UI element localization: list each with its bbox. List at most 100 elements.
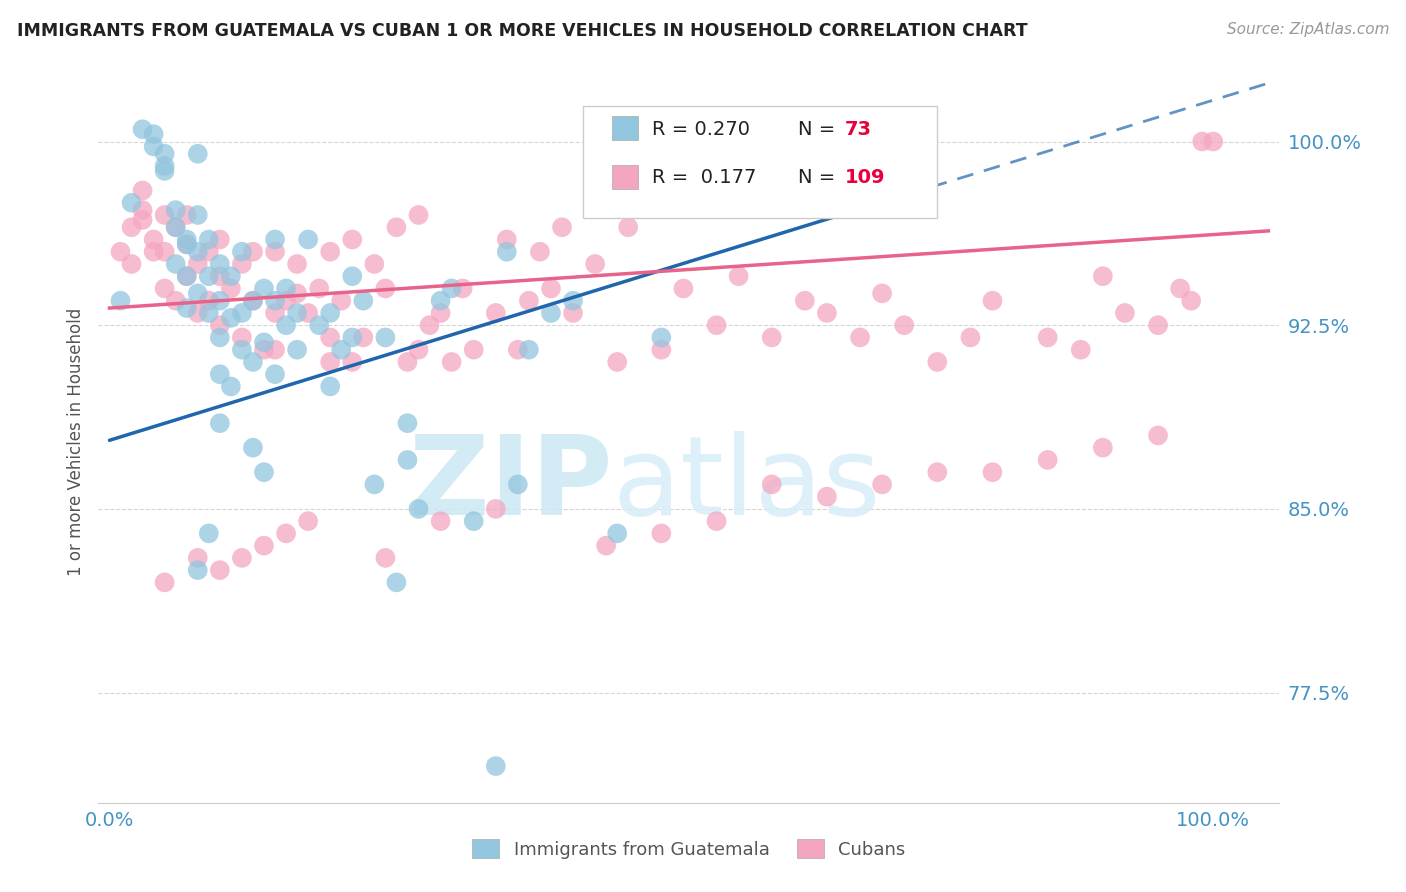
Point	[463, 343, 485, 357]
Point	[153, 146, 176, 161]
Point	[242, 293, 264, 308]
Point	[253, 343, 276, 357]
Point	[342, 355, 364, 369]
Point	[562, 293, 585, 308]
Point	[308, 318, 330, 333]
Point	[176, 208, 198, 222]
Point	[242, 293, 264, 308]
Point	[153, 164, 176, 178]
Point	[408, 343, 430, 357]
Point	[870, 477, 893, 491]
Point	[308, 281, 330, 295]
Point	[253, 281, 276, 295]
Point	[187, 563, 209, 577]
Point	[274, 281, 297, 295]
Point	[208, 563, 231, 577]
Point	[319, 379, 342, 393]
Point	[285, 286, 308, 301]
Point	[396, 355, 419, 369]
Point	[1168, 281, 1191, 295]
Point	[408, 208, 430, 222]
Point	[408, 502, 430, 516]
Point	[131, 203, 153, 218]
Point	[110, 244, 132, 259]
Point	[208, 257, 231, 271]
Point	[606, 355, 628, 369]
Point	[264, 306, 287, 320]
Point	[187, 286, 209, 301]
Point	[176, 237, 198, 252]
Point	[1191, 135, 1213, 149]
Point	[1180, 293, 1202, 308]
Text: R = 0.270: R = 0.270	[652, 120, 751, 138]
Point	[297, 514, 319, 528]
Point	[142, 139, 165, 153]
Point	[1114, 306, 1136, 320]
Point	[352, 293, 374, 308]
Point	[540, 306, 562, 320]
Point	[131, 122, 153, 136]
Point	[231, 330, 253, 344]
Point	[187, 550, 209, 565]
Point	[330, 343, 353, 357]
Point	[176, 237, 198, 252]
Point	[617, 220, 640, 235]
Point	[374, 281, 396, 295]
Point	[1036, 330, 1059, 344]
Point	[429, 293, 451, 308]
Point	[583, 257, 606, 271]
Point	[153, 575, 176, 590]
Point	[429, 514, 451, 528]
Point	[198, 293, 221, 308]
Point	[198, 244, 221, 259]
Point	[253, 465, 276, 479]
Point	[363, 257, 385, 271]
Point	[1091, 269, 1114, 284]
Point	[231, 257, 253, 271]
Point	[595, 539, 617, 553]
Point	[131, 184, 153, 198]
Point	[198, 232, 221, 246]
Point	[529, 244, 551, 259]
Point	[110, 293, 132, 308]
Point	[551, 220, 574, 235]
Point	[153, 159, 176, 173]
Point	[706, 514, 728, 528]
Point	[650, 343, 672, 357]
Point	[727, 269, 749, 284]
Point	[927, 355, 949, 369]
Point	[274, 526, 297, 541]
Point	[981, 465, 1004, 479]
Point	[142, 127, 165, 141]
Point	[231, 343, 253, 357]
Point	[219, 281, 242, 295]
Point	[1147, 318, 1170, 333]
Point	[198, 526, 221, 541]
Point	[165, 220, 187, 235]
Point	[121, 257, 143, 271]
Point	[485, 306, 508, 320]
Point	[231, 550, 253, 565]
Point	[761, 477, 783, 491]
Point	[672, 281, 695, 295]
Point	[606, 526, 628, 541]
Point	[485, 759, 508, 773]
Point	[650, 526, 672, 541]
Point	[176, 269, 198, 284]
Point	[495, 232, 517, 246]
Point	[187, 208, 209, 222]
Point	[506, 343, 529, 357]
Point	[562, 306, 585, 320]
Point	[297, 232, 319, 246]
Point	[131, 213, 153, 227]
Point	[176, 232, 198, 246]
Point	[264, 367, 287, 381]
Legend: Immigrants from Guatemala, Cubans: Immigrants from Guatemala, Cubans	[465, 832, 912, 866]
Point	[242, 244, 264, 259]
Point	[1147, 428, 1170, 442]
Point	[165, 220, 187, 235]
Point	[451, 281, 474, 295]
Point	[495, 244, 517, 259]
Point	[264, 343, 287, 357]
Point	[264, 244, 287, 259]
